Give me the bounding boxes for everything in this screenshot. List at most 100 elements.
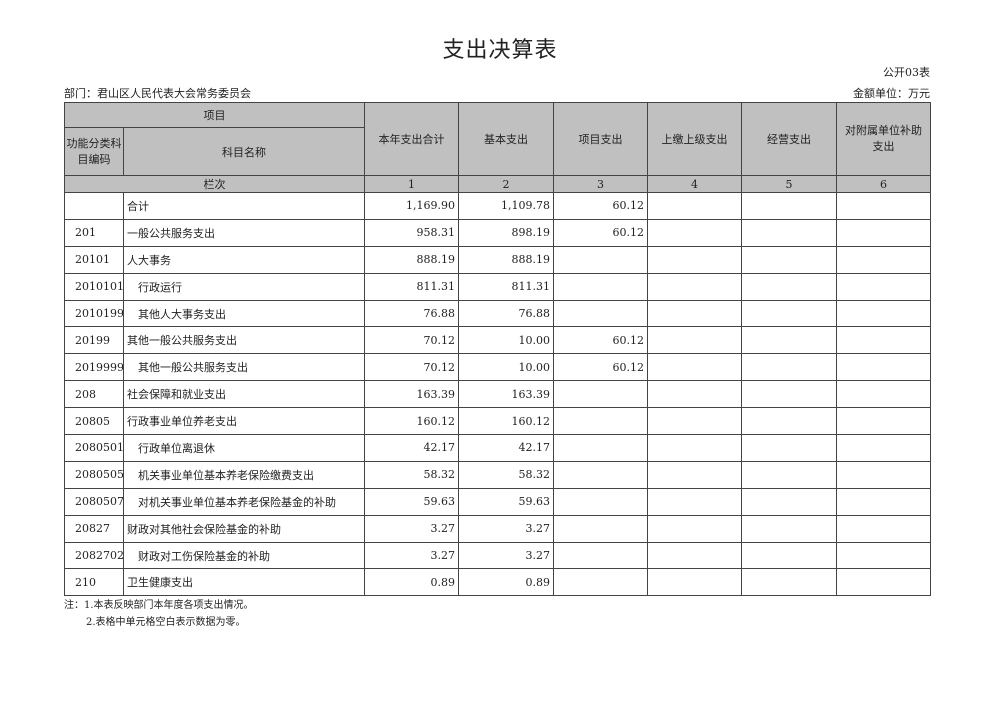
cell-name: 其他一般公共服务支出 (123, 353, 365, 382)
cell-value-col-6 (836, 487, 931, 516)
cell-value-col-4 (647, 407, 742, 436)
cell-value-col-1: 58.32 (364, 460, 459, 489)
cell-code: 20199 (64, 326, 124, 355)
cell-value-col-2: 160.12 (458, 407, 554, 436)
header-col-2: 基本支出 (458, 102, 554, 176)
cell-value-col-6 (836, 218, 931, 247)
cell-value-col-1: 42.17 (364, 434, 459, 462)
cell-value-col-4 (647, 460, 742, 489)
cell-value-col-5 (741, 353, 837, 382)
form-number: 公开03表 (883, 66, 930, 79)
cell-value-col-2: 888.19 (458, 245, 554, 274)
cell-name: 财政对其他社会保险基金的补助 (123, 514, 365, 543)
cell-value-col-4 (647, 299, 742, 328)
cell-value-col-2: 10.00 (458, 353, 554, 382)
table-row: 2082702 财政对工伤保险基金的补助 3.27 3.27 (64, 541, 931, 570)
cell-value-col-5 (741, 514, 837, 543)
cell-value-col-5 (741, 218, 837, 247)
cell-value-col-6 (836, 434, 931, 462)
cell-value-col-5 (741, 434, 837, 462)
note-1: 注：1.本表反映部门本年度各项支出情况。 (64, 600, 254, 611)
cell-code: 20827 (64, 514, 124, 543)
cell-value-col-5 (741, 487, 837, 516)
table-body: 合计 1,169.90 1,109.78 60.12 201 一般公共服务支出 958.31… (64, 192, 931, 597)
cell-value-col-4 (647, 245, 742, 274)
cell-value-col-4 (647, 353, 742, 382)
cell-value-col-3 (553, 568, 648, 597)
header-col-4: 上缴上级支出 (647, 102, 742, 176)
header-project: 项目 (64, 102, 365, 128)
cell-name: 人大事务 (123, 245, 365, 274)
row-index-2: 2 (458, 175, 554, 193)
cell-code: 2082702 (64, 541, 124, 570)
cell-value-col-4 (647, 192, 742, 220)
cell-value-col-1: 160.12 (364, 407, 459, 436)
table-row: 2080505 机关事业单位基本养老保险缴费支出 58.32 58.32 (64, 460, 931, 489)
header-col-1: 本年支出合计 (364, 102, 459, 176)
row-index-6: 6 (836, 175, 931, 193)
cell-value-col-3: 60.12 (553, 218, 648, 247)
table-row: 20805 行政事业单位养老支出 160.12 160.12 (64, 407, 931, 436)
cell-value-col-4 (647, 541, 742, 570)
cell-value-col-2: 898.19 (458, 218, 554, 247)
cell-value-col-4 (647, 487, 742, 516)
row-index-3: 3 (553, 175, 648, 193)
cell-value-col-3 (553, 460, 648, 489)
cell-value-col-6 (836, 272, 931, 301)
row-index-1: 1 (364, 175, 459, 193)
cell-value-col-3 (553, 434, 648, 462)
cell-value-col-3 (553, 407, 648, 436)
cell-code: 201 (64, 218, 124, 247)
table-row: 20101 人大事务 888.19 888.19 (64, 245, 931, 274)
cell-value-col-6 (836, 568, 931, 597)
cell-value-col-5 (741, 245, 837, 274)
cell-value-col-3 (553, 272, 648, 301)
cell-value-col-1: 70.12 (364, 326, 459, 355)
row-index-5: 5 (741, 175, 837, 193)
cell-value-col-6 (836, 514, 931, 543)
cell-value-col-3: 60.12 (553, 353, 648, 382)
cell-value-col-4 (647, 514, 742, 543)
row-index-4: 4 (647, 175, 742, 193)
header-col-6: 对附属单位补助支出 (836, 102, 931, 176)
table-row: 20199 其他一般公共服务支出 70.12 10.00 60.12 (64, 326, 931, 355)
cell-value-col-1: 888.19 (364, 245, 459, 274)
header-name: 科目名称 (123, 127, 365, 176)
cell-value-col-3: 60.12 (553, 326, 648, 355)
cell-name: 机关事业单位基本养老保险缴费支出 (123, 460, 365, 489)
cell-value-col-3 (553, 487, 648, 516)
cell-value-col-5 (741, 326, 837, 355)
cell-value-col-6 (836, 353, 931, 382)
cell-value-col-4 (647, 568, 742, 597)
cell-value-col-1: 3.27 (364, 541, 459, 570)
cell-value-col-5 (741, 541, 837, 570)
cell-value-col-5 (741, 192, 837, 220)
cell-value-col-6 (836, 460, 931, 489)
note-2: 2.表格中单元格空白表示数据为零。 (86, 617, 246, 628)
cell-code: 2010101 (64, 272, 124, 301)
cell-value-col-2: 76.88 (458, 299, 554, 328)
header-col-5: 经营支出 (741, 102, 837, 176)
table-row: 2010101 行政运行 811.31 811.31 (64, 272, 931, 301)
cell-value-col-2: 163.39 (458, 380, 554, 409)
cell-value-col-1: 3.27 (364, 514, 459, 543)
header-code: 功能分类科目编码 (64, 127, 124, 176)
cell-value-col-4 (647, 272, 742, 301)
header-col-3: 项目支出 (553, 102, 648, 176)
cell-value-col-1: 59.63 (364, 487, 459, 516)
cell-name: 社会保障和就业支出 (123, 380, 365, 409)
cell-value-col-1: 163.39 (364, 380, 459, 409)
cell-code: 208 (64, 380, 124, 409)
cell-code: 2080505 (64, 460, 124, 489)
cell-value-col-1: 76.88 (364, 299, 459, 328)
cell-code: 2010199 (64, 299, 124, 328)
cell-name: 其他人大事务支出 (123, 299, 365, 328)
expenditure-table: 项目 本年支出合计 基本支出 项目支出 上缴上级支出 经营支出 对附属单位补助支… (64, 102, 931, 597)
cell-value-col-1: 0.89 (364, 568, 459, 597)
cell-code: 210 (64, 568, 124, 597)
cell-name: 对机关事业单位基本养老保险基金的补助 (123, 487, 365, 516)
table-row: 20827 财政对其他社会保险基金的补助 3.27 3.27 (64, 514, 931, 543)
table-row: 208 社会保障和就业支出 163.39 163.39 (64, 380, 931, 409)
cell-code (64, 192, 124, 220)
department-label: 部门：君山区人民代表大会常务委员会 (64, 87, 251, 100)
